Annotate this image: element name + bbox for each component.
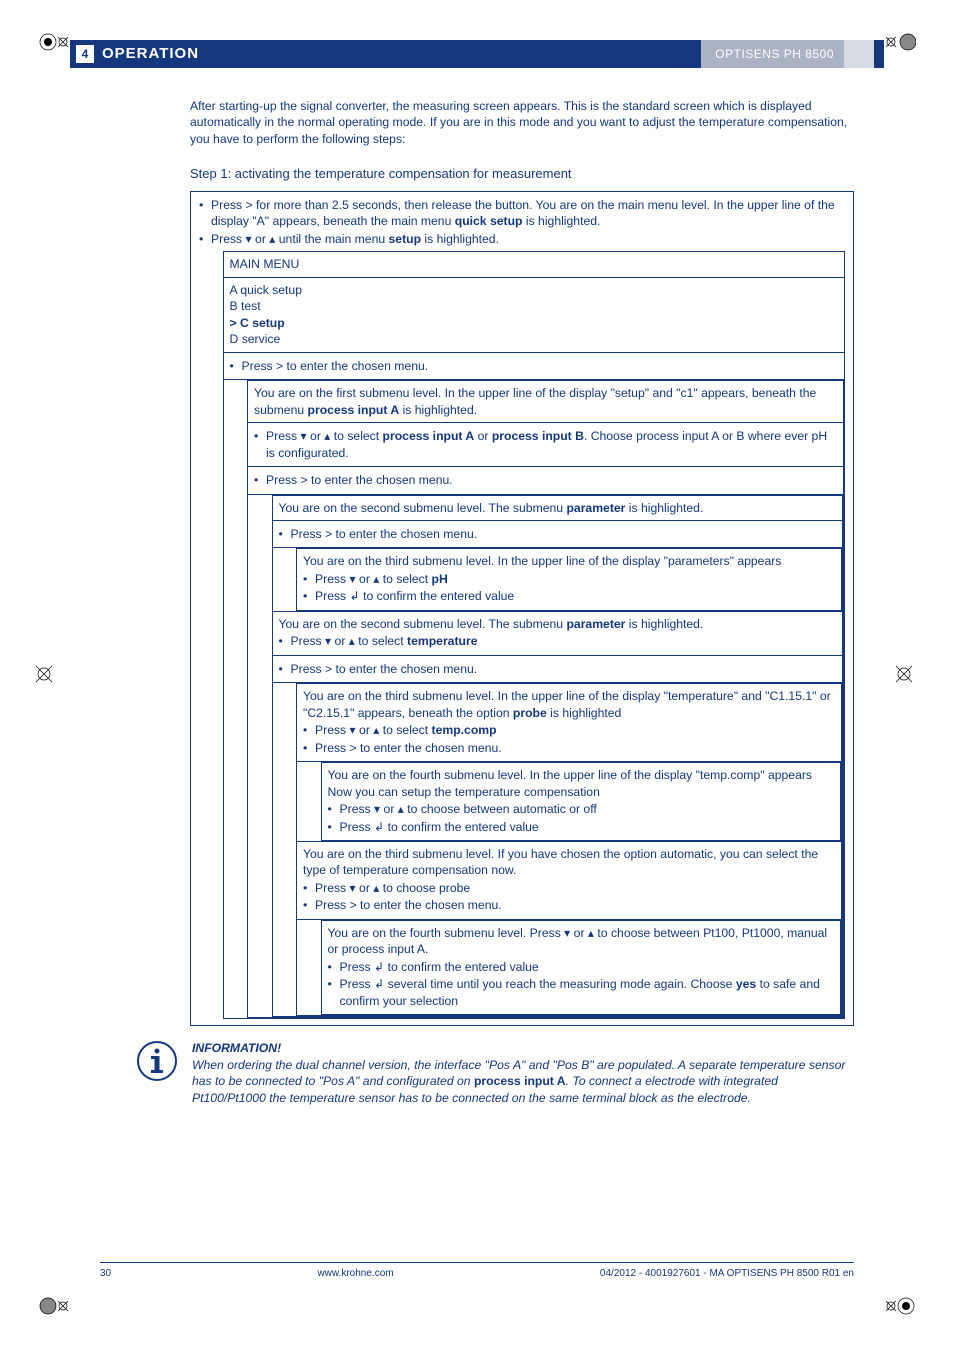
instruction: You are on the first submenu level. In t… (248, 381, 844, 423)
section-number: 4 (76, 45, 94, 63)
page-header: 4 OPERATION OPTISENS PH 8500 (70, 40, 884, 68)
procedure-box: Press > for more than 2.5 seconds, then … (190, 191, 854, 1026)
page-footer: 30 www.krohne.com 04/2012 - 4001927601 -… (100, 1262, 854, 1281)
instruction: You are on the fourth submenu level. Pre… (321, 920, 841, 1014)
step-heading: Step 1: activating the temperature compe… (190, 165, 854, 183)
print-mark (894, 664, 920, 686)
instruction: You are on the third submenu level. If y… (297, 842, 842, 920)
product-name: OPTISENS PH 8500 (701, 40, 844, 68)
page-number: 30 (100, 1267, 111, 1281)
section-title: OPERATION (102, 44, 199, 64)
intro-paragraph: After starting-up the signal converter, … (190, 98, 854, 147)
instruction: Press ▾ or ▴ to select process input A o… (248, 423, 844, 467)
bullet: Press ▾ or ▴ until the main menu setup i… (199, 231, 845, 247)
info-callout: INFORMATION! When ordering the dual chan… (190, 1040, 854, 1106)
print-mark (34, 664, 60, 686)
print-mark (38, 1288, 68, 1318)
instruction: Press > to enter the chosen menu. (248, 467, 844, 494)
footer-url: www.krohne.com (317, 1267, 393, 1281)
instruction: You are on the third submenu level. In t… (297, 684, 842, 762)
menu-item: B test (230, 298, 839, 314)
main-menu-items: A quick setup B test > C setup D service (223, 277, 845, 352)
info-bold: process input A (474, 1074, 566, 1088)
menu-item: D service (230, 331, 839, 347)
instruction: Press > to enter the chosen menu. (272, 520, 843, 547)
print-mark (886, 1288, 916, 1318)
print-mark (38, 32, 68, 62)
print-mark (886, 32, 916, 62)
info-text: INFORMATION! When ordering the dual chan… (192, 1040, 854, 1106)
bullet: Press > for more than 2.5 seconds, then … (199, 197, 845, 230)
footer-docid: 04/2012 - 4001927601 - MA OPTISENS PH 85… (600, 1267, 854, 1281)
instruction: You are on the fourth submenu level. In … (321, 763, 841, 841)
instruction: You are on the second submenu level. The… (272, 611, 843, 655)
instruction: You are on the third submenu level. In t… (297, 549, 842, 610)
instruction: You are on the second submenu level. The… (272, 495, 843, 520)
info-heading: INFORMATION! (192, 1041, 281, 1055)
main-menu-header: MAIN MENU (223, 252, 845, 277)
info-icon (134, 1040, 180, 1086)
menu-item-selected: > C setup (230, 315, 839, 331)
instruction: Press > to enter the chosen menu. (272, 655, 843, 682)
header-trail (844, 40, 874, 68)
instruction: Press > to enter the chosen menu. (223, 352, 845, 379)
menu-item: A quick setup (230, 282, 839, 298)
